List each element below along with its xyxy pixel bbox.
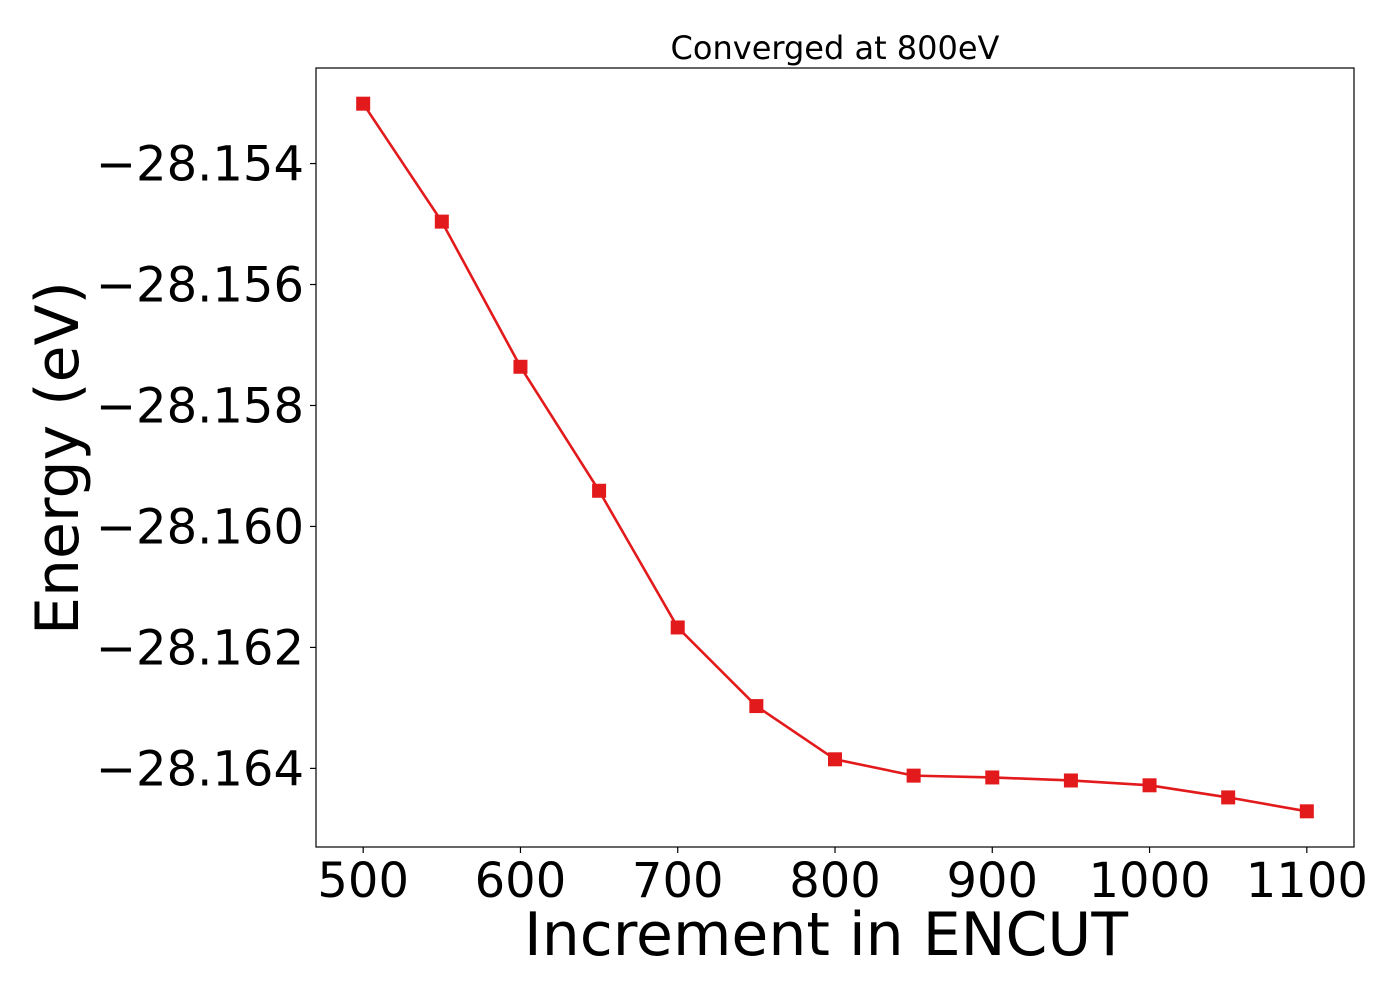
y-tick-label: −28.162 (96, 620, 304, 676)
x-tick-label: 1000 (1088, 853, 1210, 909)
x-tick-label: 900 (946, 853, 1038, 909)
y-tick-label: −28.164 (96, 741, 304, 797)
chart-title: Converged at 800eV (671, 29, 1000, 67)
plot-area: 500 600 700 800 900 1000 1100 −28.154 −28.156 −28… (96, 67, 1368, 909)
y-tick-label: −28.160 (96, 499, 304, 555)
x-tick-label: 700 (632, 853, 724, 909)
data-point (1221, 790, 1236, 805)
y-tick-label: −28.158 (96, 378, 304, 434)
data-point (434, 214, 449, 229)
data-point (906, 768, 921, 783)
y-tick-label: −28.156 (96, 258, 304, 314)
x-axis-label: Increment in ENCUT (524, 900, 1128, 970)
data-point (749, 699, 764, 714)
data-point (1142, 778, 1157, 793)
plot-frame (315, 67, 1355, 848)
y-tick-label: −28.154 (96, 137, 304, 193)
data-point (1063, 773, 1078, 788)
data-point (985, 770, 1000, 785)
data-point (828, 752, 842, 767)
data-point (1299, 804, 1314, 819)
x-tick-label: 1100 (1246, 853, 1368, 909)
data-point (356, 96, 371, 111)
series-line (362, 102, 1308, 813)
x-tick-label: 800 (789, 853, 881, 909)
data-point (513, 359, 528, 374)
data-point (592, 483, 607, 498)
data-point (670, 620, 685, 635)
y-axis-label: Energy (eV) (23, 281, 93, 635)
x-tick-label: 600 (475, 853, 567, 909)
x-tick-label: 500 (317, 853, 409, 909)
